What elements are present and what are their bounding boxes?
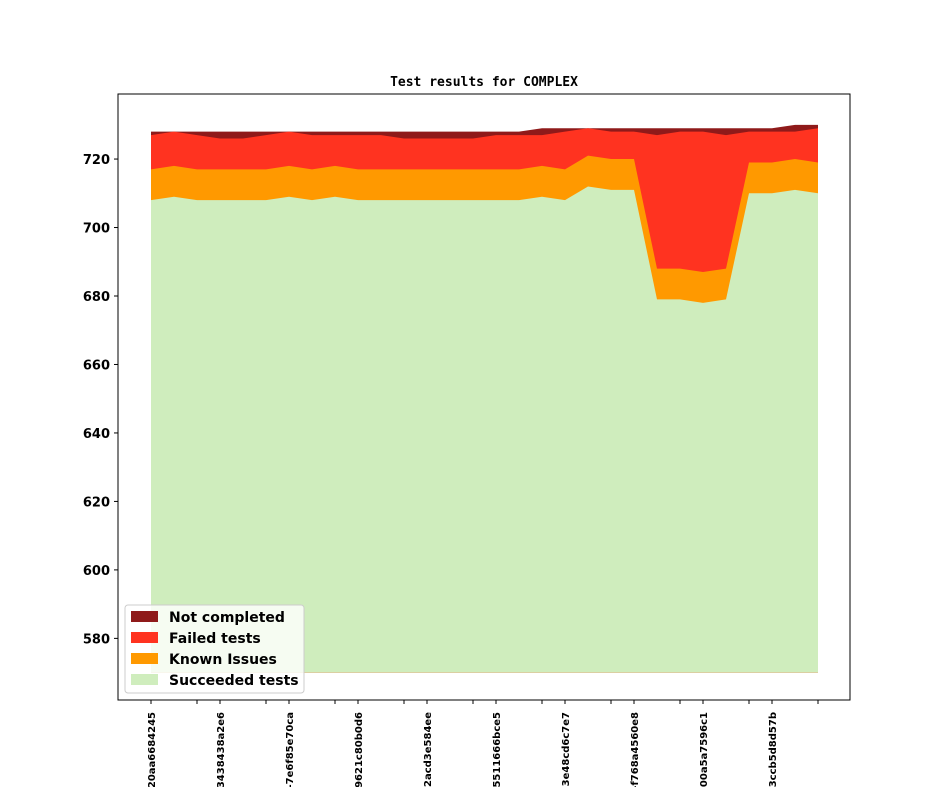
y-tick-label: 620	[83, 495, 110, 510]
x-tick-label: -f768a4560e8	[630, 712, 641, 787]
y-tick-label: 700	[83, 222, 110, 237]
legend-label: Not completed	[169, 610, 285, 626]
y-tick-label: 640	[83, 427, 110, 442]
legend-box	[124, 604, 305, 694]
legend-label: Succeeded tests	[169, 673, 299, 689]
x-tick-label: 20aa6684245	[147, 712, 158, 787]
x-tick-label: 2acd3e584ee	[423, 712, 434, 787]
legend-swatch	[131, 653, 158, 664]
x-tick-label: 3ccb5d8d57b	[768, 712, 779, 787]
chart-title: Test results for COMPLEX	[390, 75, 578, 90]
stacked-areas	[151, 124, 818, 673]
y-tick-label: 600	[83, 564, 110, 579]
area-succeeded-tests	[151, 186, 818, 673]
legend-label: Known Issues	[169, 652, 277, 668]
x-axis: 20aa6684245 3438438a2e6 -7e6f85e70ca 9621c8…	[147, 700, 819, 787]
x-tick-label: 5511666bce5	[492, 712, 503, 787]
legend-swatch	[131, 611, 158, 622]
legend-swatch	[131, 674, 158, 685]
y-tick-label: 680	[83, 290, 110, 305]
plot-frame	[117, 93, 851, 701]
y-tick-label: 580	[83, 632, 110, 647]
y-tick-label: 720	[83, 153, 110, 168]
legend: Not completed Failed tests Known Issues Suc…	[124, 604, 305, 694]
x-tick-label: 3e48cd6c7e7	[561, 712, 572, 786]
y-tick-label: 660	[83, 358, 110, 373]
y-axis: 580 600 620 640 660 680 700 720	[83, 153, 118, 647]
x-tick-label: 9621c80b0d6	[354, 712, 365, 787]
legend-swatch	[131, 632, 158, 643]
legend-label: Failed tests	[169, 631, 261, 647]
x-tick-label: 3438438a2e6	[216, 712, 227, 787]
x-tick-label: -7e6f85e70ca	[285, 712, 296, 787]
x-tick-label: 00a5a7596c1	[699, 712, 710, 787]
